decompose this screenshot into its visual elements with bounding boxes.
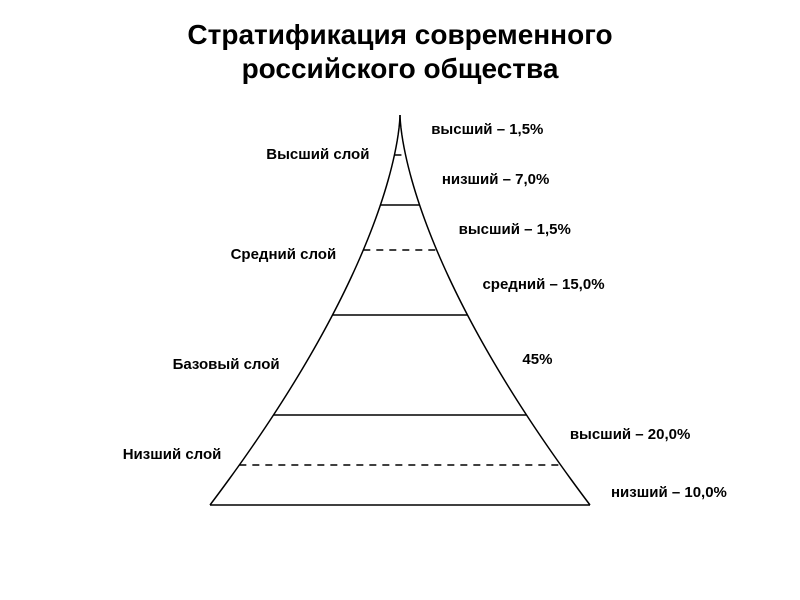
title-line-2: российского общества — [242, 53, 559, 84]
pyramid-diagram: Высший слой Средний слой Базовый слой Низши… — [0, 85, 800, 565]
layer-label-right: высший – 1,5% — [431, 121, 543, 138]
layer-label-right: высший – 20,0% — [570, 426, 691, 443]
layer-label-right: низший – 10,0% — [611, 484, 727, 501]
page-title: Стратификация современного российского о… — [0, 0, 800, 85]
layer-label-left: Средний слой — [231, 246, 337, 263]
layer-label-left: Низший слой — [123, 446, 222, 463]
layer-label-right: низший – 7,0% — [442, 171, 550, 188]
title-line-1: Стратификация современного — [187, 19, 612, 50]
layer-label-left: Высший слой — [266, 146, 369, 163]
layer-label-left: Базовый слой — [173, 356, 280, 373]
layer-label-right: высший – 1,5% — [459, 221, 571, 238]
layer-label-right: средний – 15,0% — [482, 276, 604, 293]
layer-label-right: 45% — [522, 351, 552, 368]
